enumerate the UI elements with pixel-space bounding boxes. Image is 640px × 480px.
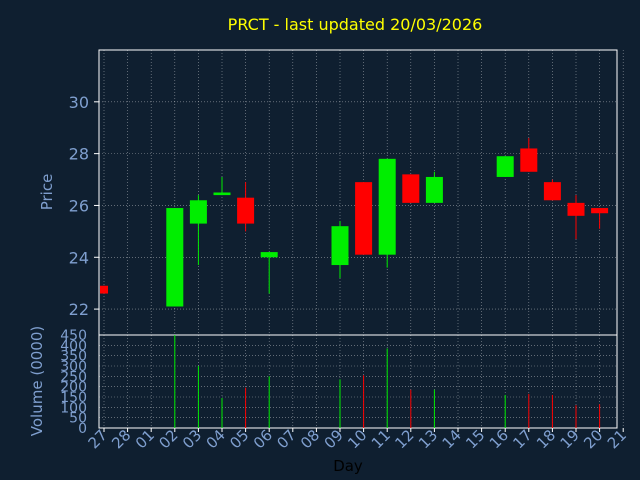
volume-tick-label: 100 [60,400,87,416]
candle-body [100,285,108,294]
candle-body [520,148,538,172]
price-panel: 22 24 26 28 30 Price [38,49,624,336]
volume-tick-label: 250 [60,369,87,385]
price-tick-label: 28 [69,145,89,164]
candle-body [237,197,255,224]
volume-tick-label: 450 [60,328,87,344]
volume-axis-label: Volume (0000) [28,326,46,436]
x-axis-label: Day [333,457,363,475]
candle-body [355,182,373,255]
price-tick-label: 26 [69,196,89,215]
candle-body [567,202,585,216]
candle-body [378,158,396,255]
volume-tick-label: 200 [60,380,87,396]
price-tick-label: 22 [69,300,89,319]
candle-body [189,200,207,224]
chart-title: PRCT - last updated 20/03/2026 [228,15,483,34]
candle-body [402,174,420,203]
price-tick-label: 30 [69,93,89,112]
volume-bars [174,335,601,428]
price-tick-label: 24 [69,248,89,267]
volume-grid [99,334,624,429]
candle-body [591,208,609,214]
candle-body [543,182,561,201]
volume-tick-label: 150 [60,390,87,406]
volume-tick-label: 0 [78,421,87,437]
candle-body [425,176,443,203]
price-axis-label: Price [38,174,56,211]
candle-body [496,156,514,177]
volume-tick-label: 400 [60,338,87,354]
volume-plot-area [98,334,618,429]
x-tick-labels: 2728010203040506070809101112131415161718… [85,426,630,452]
candles [100,138,609,307]
candle-body [260,252,278,258]
price-y-ticks: 22 24 26 28 30 [69,93,99,319]
candle-body [213,192,231,196]
volume-tick-label: 50 [69,411,87,427]
volume-tick-label: 300 [60,359,87,375]
candle-body [166,208,184,307]
volume-tick-label: 350 [60,349,87,365]
candle-body [331,226,349,266]
